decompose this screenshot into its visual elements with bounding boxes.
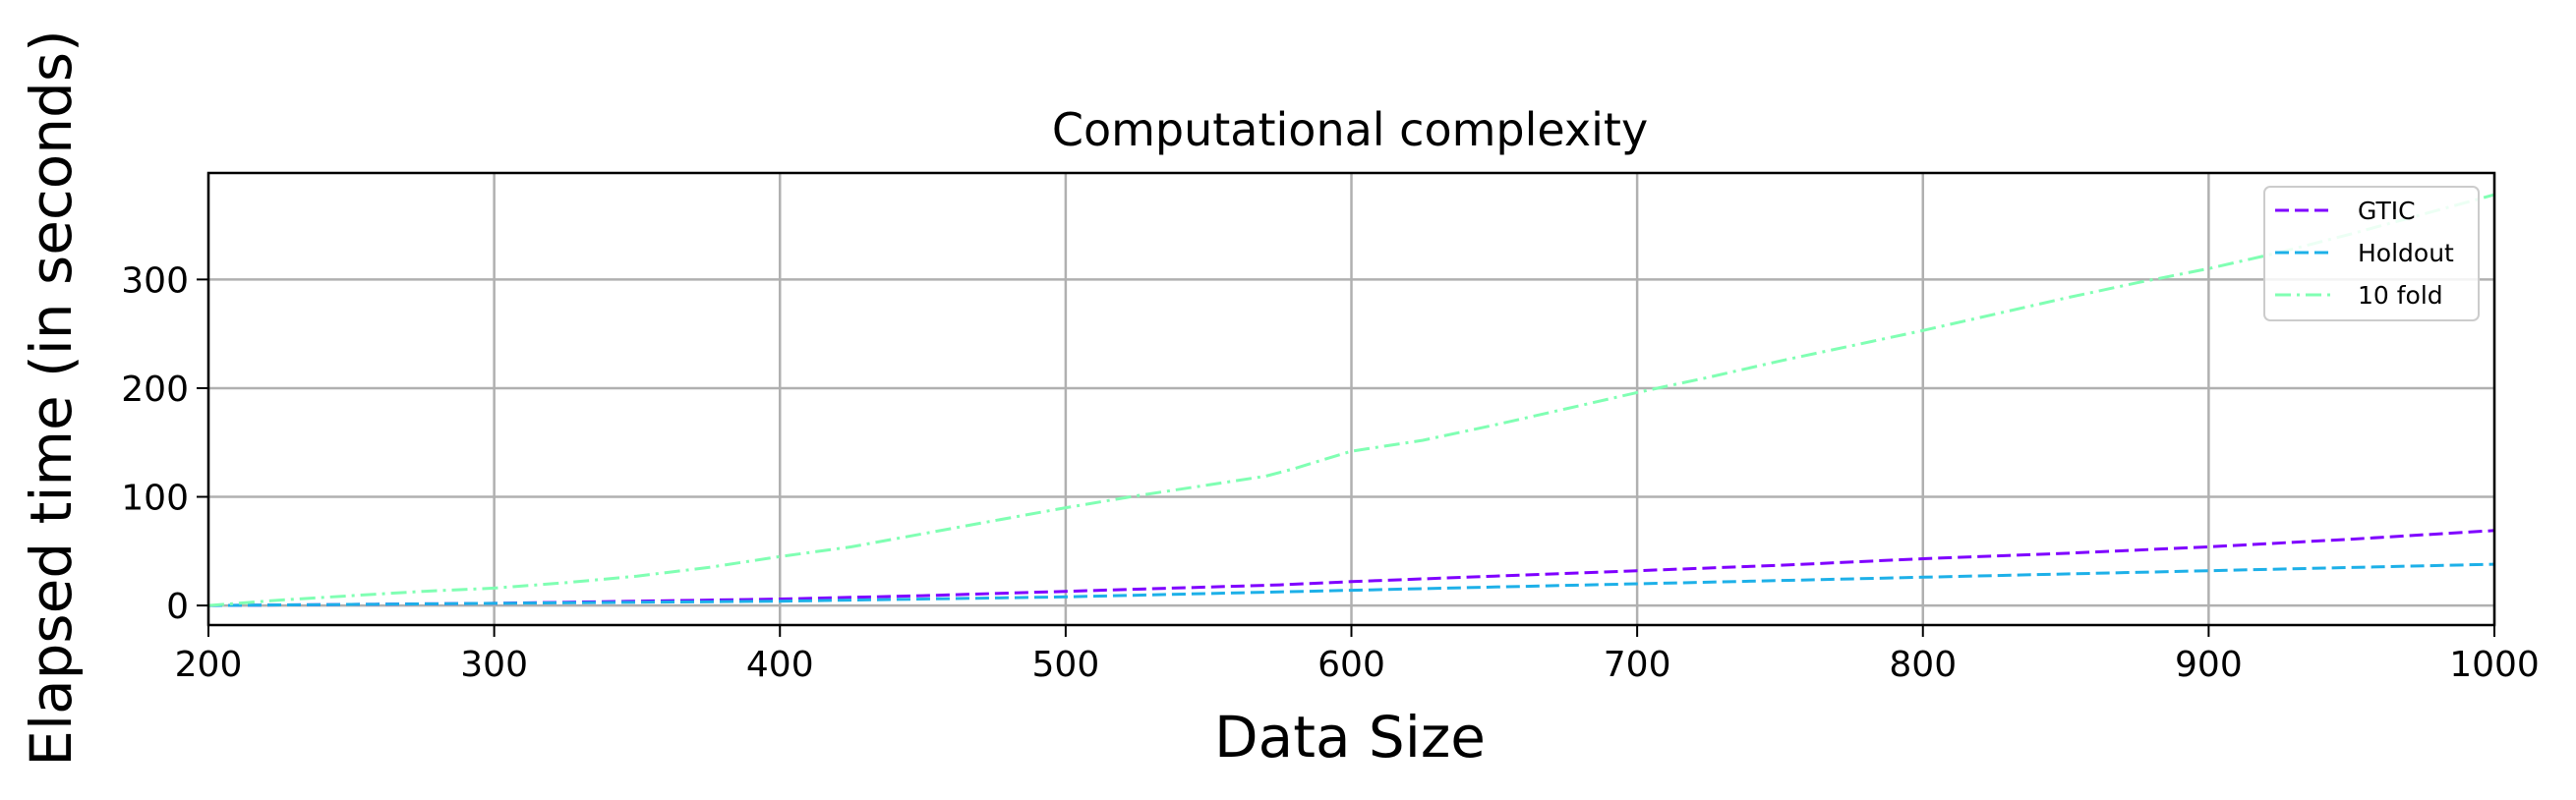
y-tick-label: 100 (121, 479, 189, 519)
y-axis-label: Elapsed time (in seconds) (18, 29, 85, 766)
y-tick-label: 200 (121, 370, 189, 410)
y-tick-label: 0 (166, 587, 189, 627)
x-tick-label: 800 (1889, 645, 1957, 685)
legend-label: GTIC (2358, 197, 2416, 225)
legend-label: Holdout (2358, 239, 2454, 267)
axis-ticks: 200 300 400 500 600 700 800 900 1000 0 100 200 300 (121, 260, 2540, 685)
series-line-2 (207, 193, 2495, 607)
x-tick-label: 200 (175, 645, 243, 685)
x-tick-label: 500 (1032, 645, 1100, 685)
x-tick-label: 400 (746, 645, 814, 685)
y-tick-label: 300 (121, 260, 189, 301)
series-line-1 (207, 562, 2495, 607)
x-tick-label: 300 (460, 645, 528, 685)
chart-title: Computational complexity (1052, 103, 1648, 156)
x-tick-label: 600 (1317, 645, 1385, 685)
x-axis-label: Data Size (1214, 704, 1486, 771)
x-tick-label: 900 (2175, 645, 2243, 685)
data-series (207, 193, 2495, 607)
legend-label: 10 fold (2358, 281, 2443, 310)
x-tick-label: 700 (1604, 645, 1671, 685)
legend: GTIC Holdout 10 fold (2263, 186, 2480, 321)
grid-lines (206, 173, 2496, 625)
x-tick-label: 1000 (2449, 645, 2540, 685)
legend-box (2263, 186, 2480, 321)
